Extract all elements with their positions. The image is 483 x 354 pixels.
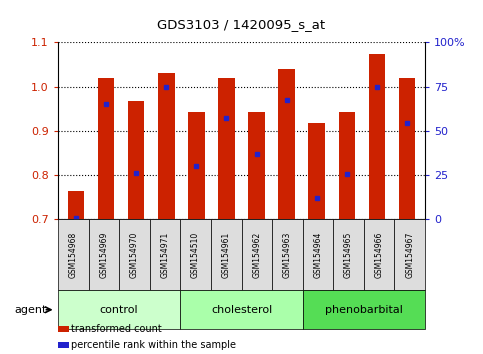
- Bar: [278, 69, 295, 219]
- Text: GSM154965: GSM154965: [344, 232, 353, 278]
- Text: agent: agent: [14, 305, 47, 315]
- Bar: [98, 78, 114, 219]
- Text: GSM154969: GSM154969: [99, 232, 108, 278]
- Text: GSM154963: GSM154963: [283, 232, 292, 278]
- Text: transformed count: transformed count: [71, 324, 162, 334]
- Text: GSM154971: GSM154971: [160, 232, 170, 278]
- Bar: [188, 113, 205, 219]
- Text: GSM154968: GSM154968: [69, 232, 78, 278]
- Bar: [158, 74, 174, 219]
- Bar: [309, 123, 325, 219]
- Text: GDS3103 / 1420095_s_at: GDS3103 / 1420095_s_at: [157, 18, 326, 31]
- Bar: [128, 101, 144, 219]
- Text: GSM154962: GSM154962: [252, 232, 261, 278]
- Text: GSM154964: GSM154964: [313, 232, 323, 278]
- Text: control: control: [100, 305, 139, 315]
- Bar: [248, 113, 265, 219]
- Bar: [339, 113, 355, 219]
- Text: GSM154961: GSM154961: [222, 232, 231, 278]
- Text: GSM154967: GSM154967: [405, 232, 414, 278]
- Text: phenobarbital: phenobarbital: [325, 305, 403, 315]
- Text: GSM154966: GSM154966: [375, 232, 384, 278]
- Text: cholesterol: cholesterol: [211, 305, 272, 315]
- Text: GSM154510: GSM154510: [191, 232, 200, 278]
- Text: GSM154970: GSM154970: [130, 232, 139, 278]
- Bar: [398, 78, 415, 219]
- Bar: [218, 78, 235, 219]
- Text: percentile rank within the sample: percentile rank within the sample: [71, 340, 237, 350]
- Bar: [68, 191, 85, 219]
- Bar: [369, 53, 385, 219]
